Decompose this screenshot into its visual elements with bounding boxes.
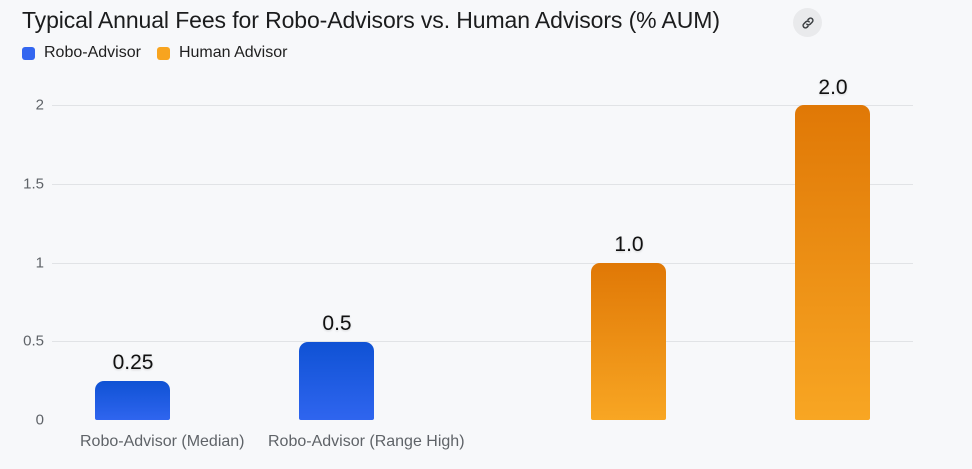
bar-human-1[interactable] bbox=[591, 263, 666, 420]
y-tick-label: 0.5 bbox=[23, 332, 44, 350]
legend-item-human-advisor[interactable]: Human Advisor bbox=[156, 44, 288, 62]
x-tick-label: Robo-Advisor (Range High) bbox=[268, 433, 465, 450]
gridline bbox=[52, 105, 913, 106]
data-label: 0.25 bbox=[112, 351, 154, 374]
gridline bbox=[52, 263, 913, 264]
legend-label: Human Advisor bbox=[178, 44, 288, 61]
y-tick-label: 2 bbox=[35, 96, 44, 114]
legend-label: Robo-Advisor bbox=[44, 44, 141, 61]
legend-swatch-human bbox=[156, 46, 170, 60]
gridline bbox=[52, 184, 913, 185]
data-label: 1.0 bbox=[614, 233, 644, 256]
link-icon bbox=[801, 16, 814, 29]
bar-human-2[interactable] bbox=[795, 105, 870, 420]
copy-link-button[interactable] bbox=[793, 8, 822, 37]
y-tick-label: 1 bbox=[35, 254, 44, 272]
y-tick-label: 1.5 bbox=[23, 175, 44, 193]
legend-item-robo-advisor[interactable]: Robo-Advisor bbox=[22, 44, 141, 62]
chart-title: Typical Annual Fees for Robo-Advisors vs… bbox=[22, 7, 720, 33]
gridline bbox=[52, 341, 913, 342]
bar-robo-range-high[interactable] bbox=[299, 342, 374, 420]
bar-robo-median[interactable] bbox=[95, 381, 170, 420]
x-tick-label: Robo-Advisor (Median) bbox=[80, 433, 245, 450]
data-label: 2.0 bbox=[818, 76, 848, 99]
legend-swatch-robo bbox=[22, 46, 35, 60]
chart-legend: Robo-Advisor Human Advisor bbox=[22, 44, 303, 62]
data-label: 0.5 bbox=[322, 312, 352, 335]
y-tick-label: 0 bbox=[35, 411, 44, 429]
